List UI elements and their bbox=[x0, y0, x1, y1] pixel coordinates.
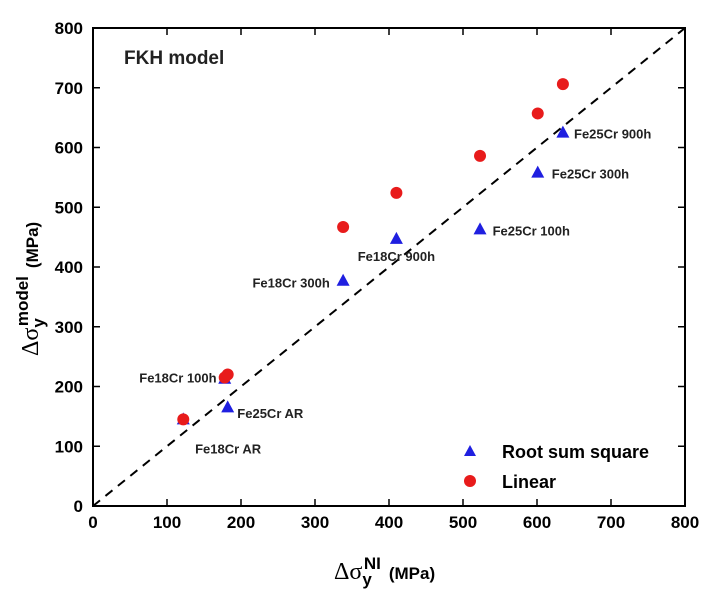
root-sum-square-point bbox=[221, 400, 235, 413]
x-tick-label: 800 bbox=[671, 513, 699, 532]
linear-point bbox=[556, 78, 569, 91]
x-tick-label: 0 bbox=[88, 513, 97, 532]
y-tick-label: 200 bbox=[55, 378, 83, 397]
y-tick-label: 600 bbox=[55, 139, 83, 158]
x-tick-label: 300 bbox=[301, 513, 329, 532]
y-axis-label: Δσymodel(MPa) bbox=[13, 222, 48, 356]
x-tick-label: 700 bbox=[597, 513, 625, 532]
chart-title: FKH model bbox=[124, 48, 224, 69]
point-annotation: Fe25Cr 100h bbox=[493, 223, 570, 238]
y-tick-label: 700 bbox=[55, 79, 83, 98]
y-tick-label: 0 bbox=[74, 497, 83, 516]
y-tick-label: 300 bbox=[55, 318, 83, 337]
y-tick-label: 500 bbox=[55, 198, 83, 217]
linear-point bbox=[221, 368, 234, 381]
point-annotation: Fe18Cr AR bbox=[195, 441, 262, 456]
linear-point bbox=[177, 413, 190, 426]
point-annotation: Fe18Cr 100h bbox=[139, 370, 216, 385]
x-tick-label: 100 bbox=[153, 513, 181, 532]
point-annotation: Fe25Cr AR bbox=[237, 406, 304, 421]
x-axis-label: ΔσyNI(MPa) bbox=[334, 554, 435, 589]
point-annotation: Fe25Cr 300h bbox=[552, 167, 629, 182]
linear-point bbox=[337, 220, 350, 233]
root-sum-square-point bbox=[531, 165, 545, 178]
x-tick-label: 200 bbox=[227, 513, 255, 532]
legend-marker-linear bbox=[464, 475, 476, 487]
reference-line bbox=[92, 27, 686, 507]
y-tick-label: 800 bbox=[55, 19, 83, 38]
x-tick-label: 600 bbox=[523, 513, 551, 532]
x-tick-label: 400 bbox=[375, 513, 403, 532]
linear-point bbox=[390, 186, 403, 199]
point-annotation: Fe18Cr 900h bbox=[358, 249, 435, 264]
y-tick-label: 100 bbox=[55, 437, 83, 456]
y-tick-label: 400 bbox=[55, 258, 83, 277]
linear-point bbox=[531, 107, 544, 120]
legend: Root sum square Linear bbox=[464, 442, 649, 492]
root-sum-square-point bbox=[389, 231, 403, 244]
root-sum-square-point bbox=[336, 273, 350, 286]
legend-label-root-sum-square: Root sum square bbox=[502, 442, 649, 462]
root-sum-square-point bbox=[556, 125, 570, 138]
point-annotation: Fe25Cr 900h bbox=[574, 127, 651, 142]
linear-point bbox=[474, 149, 487, 162]
x-tick-label: 500 bbox=[449, 513, 477, 532]
point-annotation: Fe18Cr 300h bbox=[252, 275, 329, 290]
legend-marker-root-sum-square bbox=[464, 445, 476, 456]
root-sum-square-point bbox=[473, 222, 487, 235]
legend-label-linear: Linear bbox=[502, 472, 556, 492]
